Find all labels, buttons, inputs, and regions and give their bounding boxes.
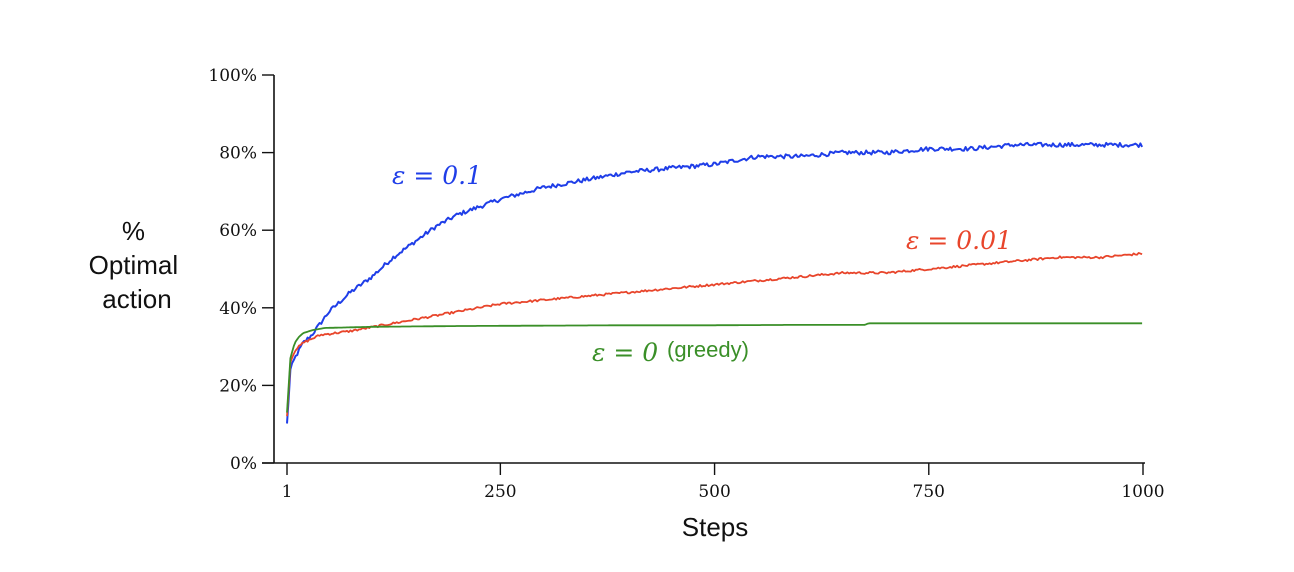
x-tick-label: 1 <box>282 482 293 502</box>
x-ticks: 1 250 500 750 1000 <box>282 463 1165 502</box>
y-axis-title-line-3: action <box>102 284 171 314</box>
series-layer <box>286 141 1143 424</box>
y-axis: 0% 20% 40% 60% 80% 100% <box>208 66 275 474</box>
series-label-eps-0-1: ε = 0.1 <box>392 161 482 190</box>
series-line-eps001 <box>286 251 1143 417</box>
x-tick-label: 1000 <box>1121 482 1164 502</box>
y-tick-label: 20% <box>219 376 257 396</box>
y-tick-label: 0% <box>230 454 257 474</box>
series-note-greedy: (greedy) <box>667 337 749 362</box>
x-tick-label: 750 <box>913 482 945 502</box>
y-ticks: 0% 20% 40% 60% 80% 100% <box>208 66 274 474</box>
x-tick-label: 500 <box>698 482 730 502</box>
series-label-eps-0-01: ε = 0.01 <box>906 226 1012 255</box>
y-tick-label: 60% <box>219 221 257 241</box>
y-axis-title-line-1: % <box>122 216 145 246</box>
y-tick-label: 100% <box>208 66 257 86</box>
y-axis-title: % Optimal action <box>89 216 186 314</box>
x-axis-title: Steps <box>682 512 749 542</box>
series-line-eps0 <box>286 322 1143 413</box>
y-tick-label: 40% <box>219 299 257 319</box>
y-tick-label: 80% <box>219 144 257 164</box>
y-axis-title-line-2: Optimal <box>89 250 179 280</box>
x-axis: 1 250 500 750 1000 <box>262 462 1165 502</box>
series-line-eps01 <box>286 141 1143 424</box>
x-tick-label: 250 <box>484 482 516 502</box>
series-label-eps-0: ε = 0 <box>592 338 658 367</box>
